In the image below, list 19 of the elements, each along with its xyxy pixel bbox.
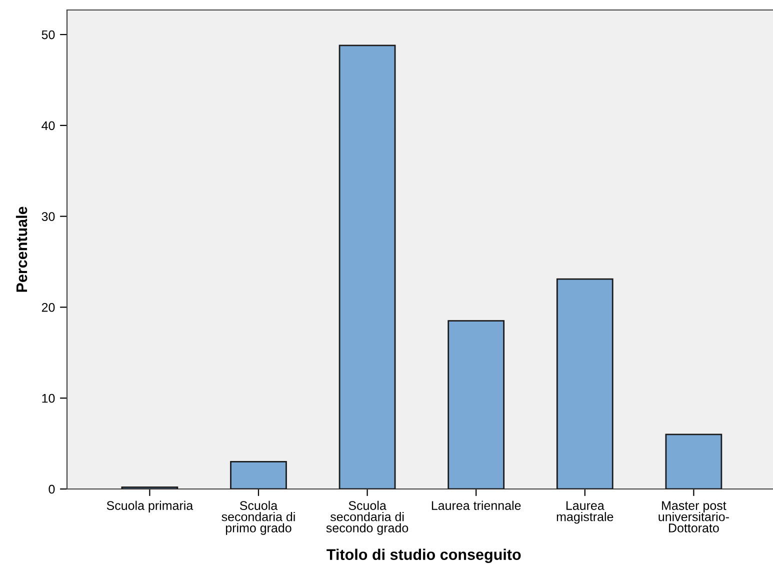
bar [665,434,722,489]
x-tick-label: Master post universitario- Dottorato [658,501,729,532]
bar [338,44,396,489]
y-tick-label: 40 [42,121,55,130]
x-tick-label: Scuola secondaria di primo grado [222,500,295,535]
x-tick-label: Laurea triennale [432,500,521,510]
x-tick-label: Scuola primaria [106,500,194,512]
y-tick-label: 50 [42,30,55,40]
y-tick-label: 30 [42,212,55,221]
x-tick-label: Scuola secondaria di secondo grado [326,500,408,535]
bar [556,278,614,489]
x-axis-title: Titolo di studio conseguito [326,548,521,564]
y-axis-title: Percentuale [16,206,28,292]
y-tick-label: 10 [42,394,55,403]
y-tick-label: 20 [42,303,55,312]
x-tick-label: Laurea magistrale [556,501,614,524]
bar [230,461,287,489]
y-tick-label: 0 [48,484,55,494]
bar [448,320,505,489]
